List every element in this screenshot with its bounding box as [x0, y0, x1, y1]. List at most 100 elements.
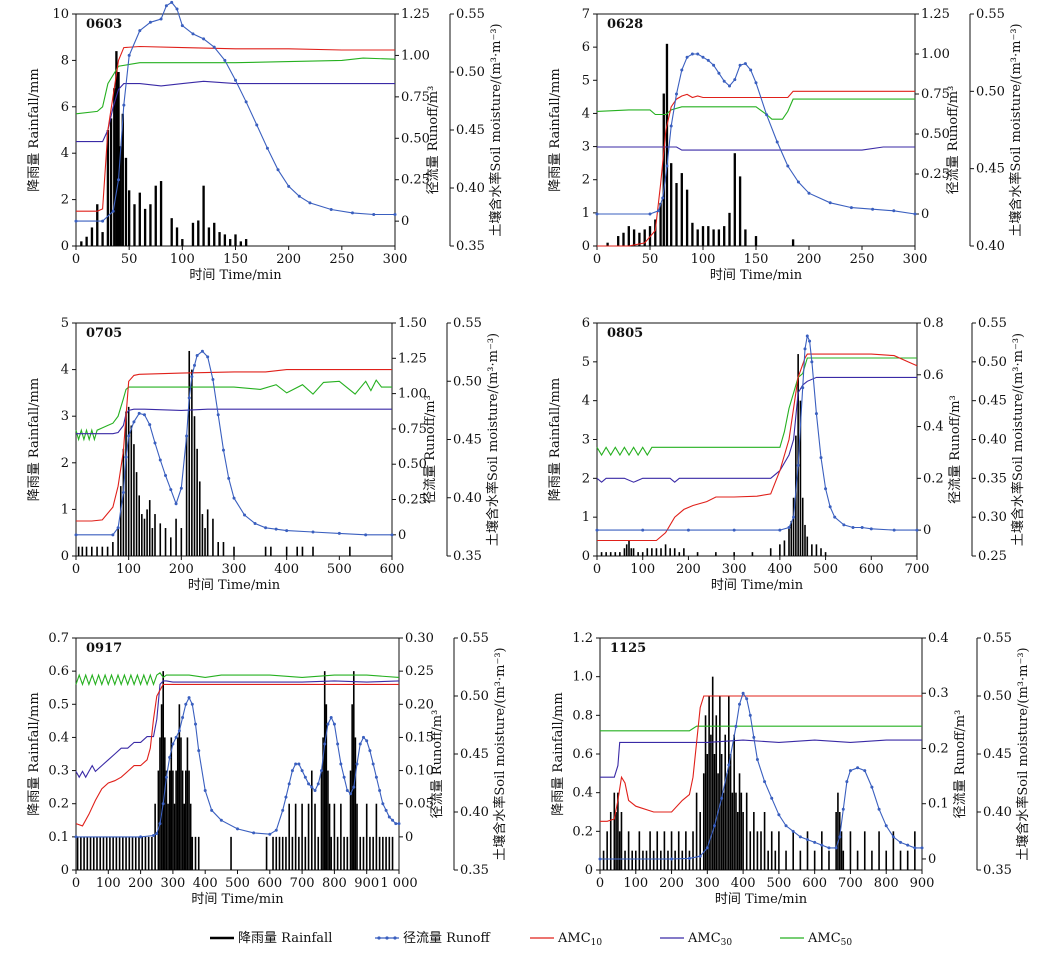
runoff-point	[137, 411, 141, 415]
rainfall-bar	[695, 792, 698, 870]
runoff-tick-label: 0.25	[401, 173, 430, 188]
rainfall-bar	[223, 234, 227, 246]
runoff-point	[187, 696, 191, 700]
rainfall-bar	[620, 812, 623, 870]
runoff-point	[863, 769, 867, 773]
runoff-point	[877, 807, 881, 811]
runoff-point	[349, 792, 353, 796]
runoff-point	[372, 213, 376, 217]
runoff-point	[390, 533, 394, 537]
x-tick-label: 900	[354, 876, 379, 891]
runoff-point	[813, 840, 817, 844]
x-tick-label: 400	[767, 562, 792, 577]
rainfall-bar	[328, 803, 331, 870]
x-tick-label: 600	[859, 562, 884, 577]
runoff-point	[595, 528, 599, 532]
amc30-line	[596, 376, 917, 483]
runoff-tick-label: 0.50	[921, 127, 950, 142]
rainfall-bar	[170, 737, 173, 870]
soil-tick-label: 0.55	[983, 631, 1012, 646]
rainfall-bar	[314, 803, 316, 870]
rain-tick-label: 8	[61, 53, 69, 68]
rainfall-bar	[828, 850, 830, 870]
runoff-point	[784, 824, 788, 828]
runoff-point	[111, 209, 115, 213]
runoff-tick-label: 0.50	[401, 131, 430, 146]
rainfall-bar	[706, 754, 709, 870]
rainfall-bar	[675, 183, 678, 246]
rainfall-bar	[291, 836, 294, 870]
runoff-point	[221, 448, 225, 452]
rainfall-bar	[778, 831, 780, 870]
amc10-line	[75, 683, 399, 827]
rainfall-bar	[85, 546, 88, 556]
rainfall-bar	[154, 514, 156, 556]
rainfall-bar	[733, 734, 735, 870]
rainfall-bar	[815, 544, 818, 556]
x-tick-label: 250	[850, 252, 875, 267]
rainfall-bar	[643, 229, 646, 246]
runoff-point	[870, 785, 874, 789]
rainfall-bar	[840, 831, 843, 870]
soil-tick-label: 0.25	[978, 549, 1007, 564]
runoff-tick-label: 0	[921, 207, 929, 222]
rainfall-bar	[630, 548, 633, 556]
rainfall-bar	[143, 518, 146, 556]
rain-tick-label: 4	[582, 106, 590, 121]
x-tick-label: 150	[744, 252, 769, 267]
rainfall-bar	[125, 411, 127, 556]
rainfall-bar	[372, 836, 374, 870]
rainfall-bar	[614, 552, 617, 556]
rainfall-bar	[871, 850, 873, 870]
rainfall-bar	[125, 836, 127, 870]
rainfall-bar	[320, 770, 323, 870]
x-tick-label: 300	[722, 562, 747, 577]
runoff-point	[158, 822, 162, 826]
runoff-point	[190, 375, 194, 379]
rainfall-bar	[92, 836, 95, 870]
soil-tick-label: 0.35	[978, 471, 1007, 486]
rainfall-bar	[154, 803, 156, 870]
rain-tick-label: 1	[582, 510, 590, 525]
runoff-point	[121, 490, 125, 494]
rain-tick-label: 3	[582, 140, 590, 155]
soil-tick-label: 0.30	[978, 510, 1007, 525]
rain-tick-label: 7	[582, 7, 590, 22]
rain-axis-title: 降雨量 Rainfall/mm	[548, 378, 563, 501]
rainfall-bar	[712, 229, 715, 246]
soil-tick-label: 0.55	[460, 631, 489, 646]
soil-tick-label: 0.50	[978, 355, 1007, 370]
runoff-point	[754, 81, 758, 85]
rainfall-bar	[655, 548, 658, 556]
runoff-tick-label: 1.25	[401, 7, 430, 22]
rainfall-bar	[624, 850, 626, 870]
rainfall-bar	[212, 518, 214, 556]
runoff-point	[308, 201, 312, 205]
runoff-point	[329, 716, 333, 720]
legend-label: AMC30	[687, 931, 732, 948]
rainfall-bar	[670, 831, 673, 870]
rainfall-bar	[717, 773, 719, 870]
runoff-point	[733, 78, 737, 82]
rainfall-bar	[198, 481, 201, 556]
x-tick-label: 900	[910, 876, 935, 891]
runoff-point	[326, 722, 330, 726]
runoff-point	[153, 441, 157, 445]
rainfall-bar	[99, 836, 102, 870]
runoff-point	[202, 37, 206, 41]
x-tick-label: 700	[290, 876, 315, 891]
soil-tick-label: 0.55	[453, 316, 482, 331]
rainfall-bar	[285, 836, 287, 870]
x-tick-label: 0	[593, 562, 601, 577]
runoff-tick-label: 0	[405, 830, 413, 845]
rainfall-bar	[760, 831, 762, 870]
soil-tick-label: 0.45	[976, 162, 1005, 177]
rainfall-bar	[801, 497, 804, 556]
x-tick-label: 600	[257, 876, 282, 891]
rainfall-bar	[102, 836, 105, 870]
runoff-point	[268, 832, 272, 836]
runoff-point	[814, 412, 818, 416]
runoff-point	[833, 515, 837, 519]
runoff-point	[148, 20, 152, 24]
runoff-point	[352, 785, 356, 789]
